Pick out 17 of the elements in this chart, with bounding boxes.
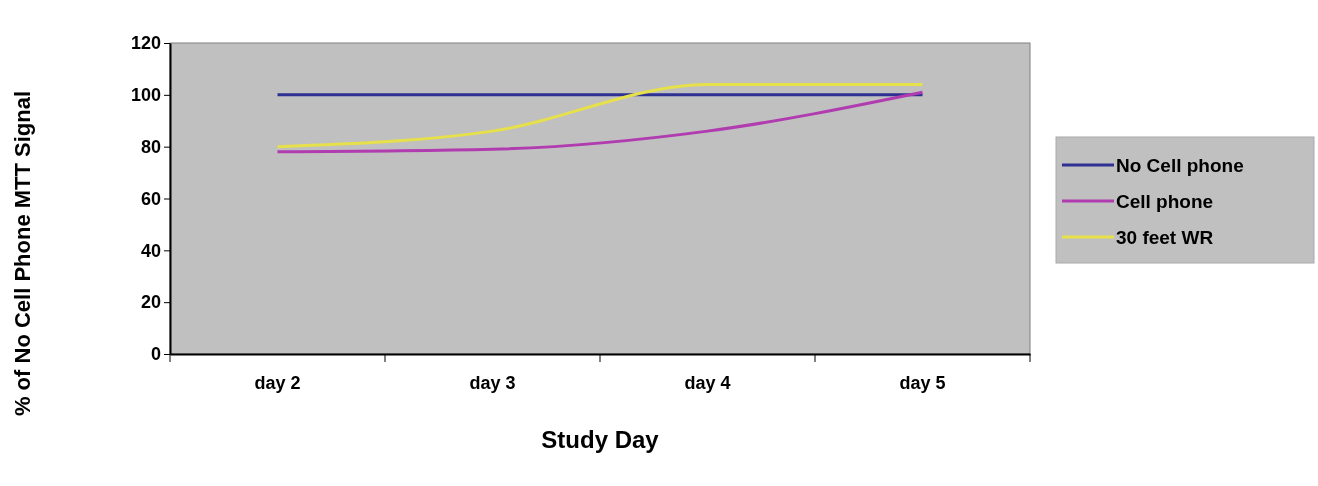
legend-label: No Cell phone [1116, 155, 1244, 176]
y-tick-label: 80 [140, 136, 161, 157]
x-tick-label: day 3 [469, 372, 516, 393]
x-tick-label: day 2 [254, 372, 301, 393]
y-tick-label: 0 [150, 344, 161, 365]
y-tick-label: 120 [130, 33, 161, 54]
y-tick-label: 100 [130, 85, 161, 106]
legend-label: Cell phone [1116, 191, 1214, 212]
x-tick-label: day 5 [899, 372, 946, 393]
y-tick-label: 20 [140, 292, 161, 313]
x-axis-title: Study Day [541, 426, 660, 453]
x-tick-label: day 4 [684, 372, 731, 393]
y-tick-label: 60 [140, 188, 161, 209]
y-axis-title: % of No Cell Phone MTT Signal [10, 90, 35, 417]
legend-label: 30 feet WR [1116, 227, 1214, 248]
y-tick-label: 40 [140, 240, 161, 261]
line-series [276, 90, 924, 154]
